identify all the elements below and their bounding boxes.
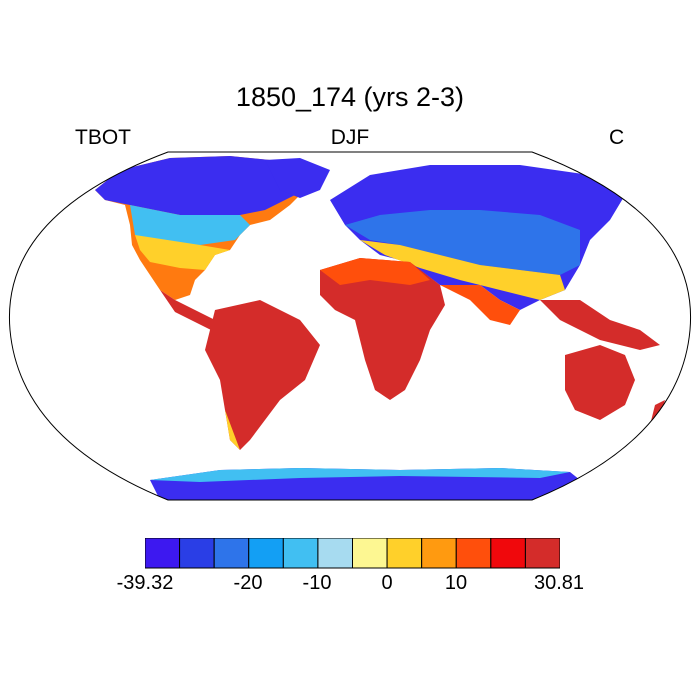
colorbar-tick-label: 0: [381, 572, 393, 594]
central-america: [160, 290, 225, 332]
southeast-asia: [540, 300, 660, 350]
colorbar-swatch: [213, 538, 250, 569]
colorbar-tick-label: 10: [444, 572, 468, 594]
colorbar-tick-label: 30.81: [533, 572, 585, 594]
africa: [320, 258, 445, 400]
colorbar-swatch: [317, 538, 353, 569]
colorbar-swatch: [455, 538, 492, 569]
colorbar-swatch: [179, 538, 215, 569]
units-label: C: [609, 126, 625, 149]
map-border: [8, 151, 692, 501]
australia: [565, 345, 635, 420]
colorbar-swatch: [248, 538, 284, 569]
colorbar: [145, 538, 560, 569]
colorbar-swatch: [421, 538, 457, 569]
colorbar-swatch: [524, 538, 560, 569]
colorbar-swatch: [352, 538, 388, 569]
plot-title: 1850_174 (yrs 2-3): [235, 82, 465, 112]
colorbar-swatch: [490, 538, 526, 569]
colorbar-tick-label: -10: [302, 572, 332, 594]
land-layer: [95, 156, 665, 500]
colorbar-swatch: [145, 538, 181, 569]
variable-label: TBOT: [75, 126, 131, 149]
greenland: [265, 158, 330, 198]
colorbar-swatch: [386, 538, 423, 569]
south-america: [205, 300, 320, 450]
colorbar-swatch: [282, 538, 319, 569]
colorbar-tick-label: -39.32: [116, 572, 174, 594]
season-label: DJF: [330, 126, 370, 149]
colorbar-tick-label: -20: [233, 572, 263, 594]
